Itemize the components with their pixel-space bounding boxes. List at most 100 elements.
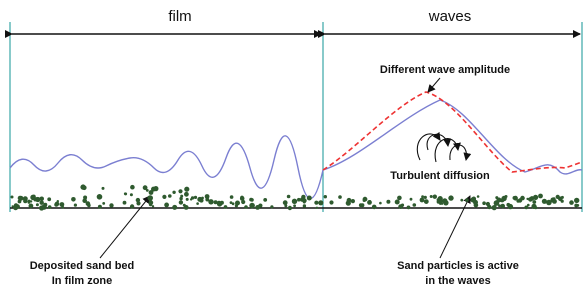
annotation: Different wave amplitude: [380, 64, 510, 76]
particle: [288, 206, 292, 210]
particle: [574, 198, 579, 203]
particle: [102, 187, 105, 190]
particle: [532, 200, 536, 204]
particle: [130, 193, 133, 196]
particle: [83, 196, 87, 200]
particle: [518, 198, 522, 202]
particle: [230, 195, 234, 199]
particle: [152, 205, 154, 207]
particle: [179, 200, 183, 204]
particle: [424, 196, 427, 199]
particle: [531, 204, 536, 209]
particle: [98, 205, 102, 209]
particle: [39, 205, 44, 210]
alt-wave: [323, 92, 582, 172]
particle: [574, 204, 578, 208]
particle: [28, 200, 31, 203]
particle: [109, 203, 113, 207]
particle: [18, 200, 22, 204]
particle: [561, 196, 564, 199]
particle: [57, 200, 59, 202]
particle: [172, 205, 177, 210]
particle: [424, 199, 429, 204]
pointer: [440, 196, 470, 258]
particle: [351, 199, 355, 203]
particle: [270, 205, 273, 208]
particle: [263, 198, 267, 202]
particle: [29, 204, 34, 209]
particle: [196, 202, 199, 205]
particle: [465, 198, 469, 202]
particle: [82, 186, 87, 191]
particle: [123, 201, 127, 205]
turbulence: [417, 134, 466, 162]
particle: [32, 195, 35, 198]
particle: [97, 195, 101, 199]
particle: [556, 195, 560, 199]
particle: [569, 200, 574, 205]
particle: [230, 201, 233, 204]
particle: [102, 202, 105, 205]
particle: [149, 203, 153, 207]
particle: [500, 204, 505, 209]
particle: [437, 198, 440, 201]
particle: [439, 202, 442, 205]
film-surface: [10, 100, 582, 199]
particle: [293, 204, 296, 207]
particle: [224, 205, 228, 209]
particle: [482, 201, 486, 205]
particle: [34, 199, 37, 202]
particle: [258, 205, 260, 207]
particle: [136, 198, 140, 202]
particle: [443, 200, 448, 205]
particle: [492, 205, 497, 210]
particle: [477, 195, 480, 198]
particle: [87, 204, 91, 208]
particle: [413, 203, 417, 207]
particle: [527, 204, 530, 207]
zone-label: film: [168, 8, 191, 25]
sand-particles: [11, 184, 580, 210]
particle: [190, 198, 192, 200]
particle: [513, 196, 518, 201]
particle: [164, 203, 169, 208]
particle: [184, 205, 189, 210]
particle: [307, 196, 312, 201]
particle: [397, 196, 402, 201]
particle: [508, 204, 513, 209]
particle: [430, 195, 433, 198]
particle: [13, 205, 18, 210]
particle: [528, 197, 533, 202]
particle: [162, 195, 166, 199]
annotation: Deposited sand bed: [30, 260, 135, 272]
particle: [61, 206, 64, 209]
particle: [379, 202, 382, 205]
particle: [55, 202, 60, 207]
particle: [316, 207, 318, 209]
particle: [71, 197, 76, 202]
particle: [369, 200, 371, 202]
particle: [244, 205, 248, 209]
particle: [314, 201, 318, 205]
particle: [538, 194, 543, 199]
particle: [149, 190, 154, 195]
particle: [168, 194, 172, 198]
pointer: [100, 196, 150, 258]
particle: [194, 196, 197, 199]
particle: [208, 199, 213, 204]
particle: [410, 198, 413, 201]
particle: [421, 195, 424, 198]
annotation: in the waves: [425, 275, 490, 287]
particle: [178, 189, 182, 193]
particle: [124, 193, 127, 196]
particle: [184, 192, 189, 197]
particle: [329, 200, 333, 204]
particle: [386, 200, 390, 204]
particle: [338, 195, 342, 199]
particle: [74, 204, 77, 207]
particle: [292, 199, 297, 204]
particle: [550, 197, 555, 202]
zone-label: waves: [428, 8, 472, 25]
particle: [420, 198, 425, 203]
particle: [448, 195, 453, 200]
